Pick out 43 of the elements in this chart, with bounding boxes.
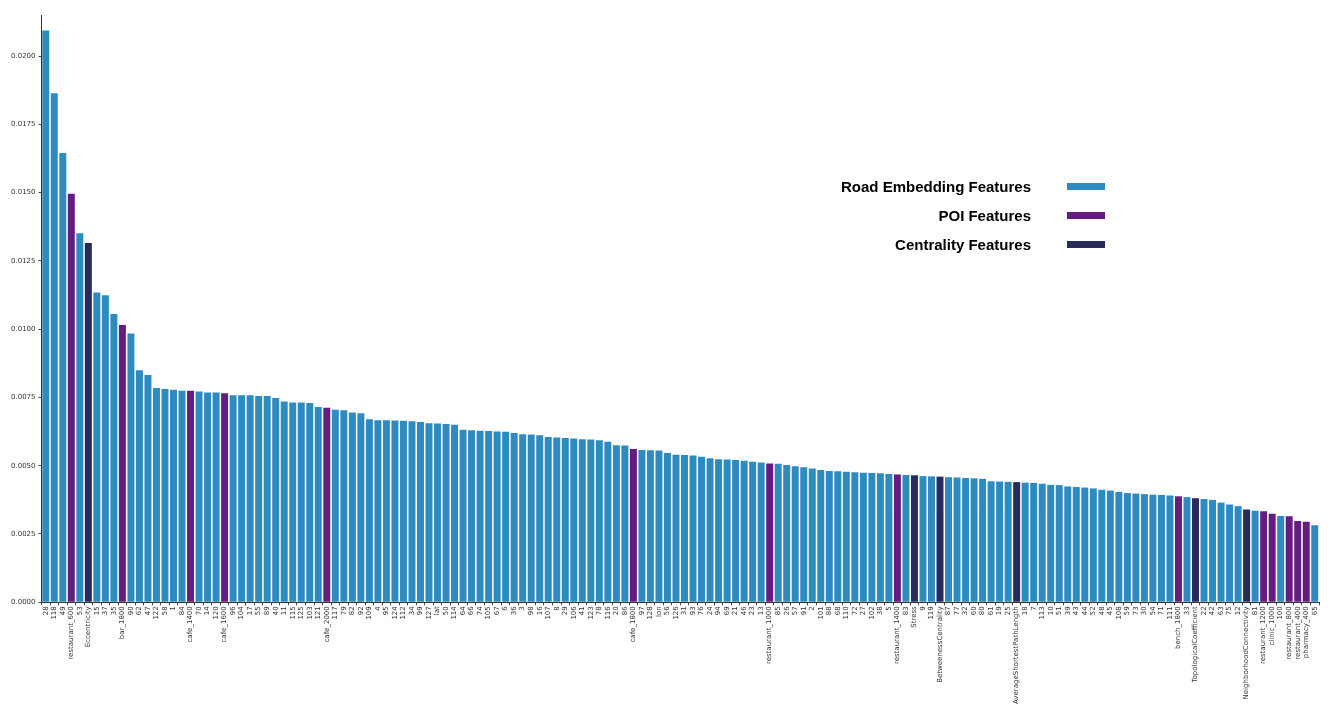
bar bbox=[757, 462, 765, 602]
bar bbox=[93, 292, 101, 602]
bar bbox=[127, 333, 135, 602]
bar bbox=[1311, 525, 1319, 602]
bar bbox=[1260, 511, 1268, 602]
bar bbox=[629, 449, 637, 602]
bar bbox=[1183, 497, 1191, 602]
bar bbox=[1302, 521, 1310, 602]
bar bbox=[681, 455, 688, 602]
bar bbox=[1268, 513, 1276, 602]
bar bbox=[1004, 481, 1012, 602]
bar bbox=[178, 390, 186, 602]
bar bbox=[170, 389, 177, 602]
bar bbox=[1251, 510, 1259, 602]
bar bbox=[928, 476, 935, 602]
legend-label: POI Features bbox=[938, 207, 1031, 224]
bar bbox=[76, 233, 84, 602]
bar bbox=[1234, 506, 1242, 602]
bar bbox=[67, 193, 75, 602]
bar bbox=[1174, 496, 1182, 602]
bar bbox=[314, 407, 322, 602]
bar bbox=[417, 422, 424, 602]
bar bbox=[945, 477, 953, 602]
legend-label: Road Embedding Features bbox=[840, 178, 1031, 195]
bar bbox=[84, 242, 92, 602]
bar bbox=[638, 449, 646, 602]
legend-label: Centrality Features bbox=[895, 236, 1031, 253]
bar bbox=[323, 407, 331, 602]
bar bbox=[902, 475, 910, 602]
bar bbox=[766, 463, 774, 602]
bar bbox=[919, 476, 927, 602]
bar bbox=[1243, 509, 1251, 602]
bar bbox=[212, 392, 220, 602]
bar bbox=[1013, 482, 1021, 602]
bar bbox=[118, 325, 126, 602]
bar bbox=[910, 475, 918, 602]
bar bbox=[42, 30, 50, 602]
bar bbox=[187, 390, 195, 602]
bar bbox=[1277, 515, 1285, 602]
bar bbox=[434, 423, 442, 602]
bar bbox=[1192, 498, 1199, 602]
bar bbox=[893, 474, 901, 602]
bar bbox=[221, 393, 229, 602]
